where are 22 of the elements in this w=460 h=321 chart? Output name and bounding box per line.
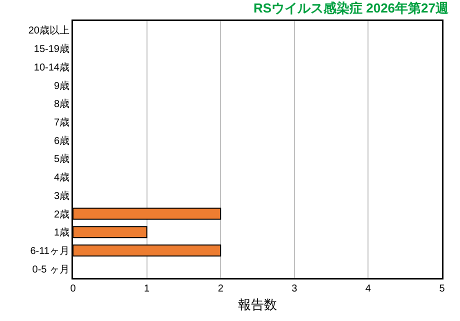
chart-title: RSウイルス感染症 2026年第27週 bbox=[253, 0, 450, 16]
y-tick-label: 6歳 bbox=[54, 134, 70, 147]
y-tick-label: 1歳 bbox=[54, 226, 70, 239]
x-axis-title: 報告数 bbox=[238, 296, 277, 312]
y-tick-label: 4歳 bbox=[54, 172, 70, 184]
y-tick-label: 6-11ヶ月 bbox=[30, 246, 70, 257]
x-tick-label: 1 bbox=[144, 284, 150, 294]
y-tick-label: 10-14歳 bbox=[34, 61, 70, 74]
x-tick-label: 4 bbox=[365, 284, 372, 294]
y-tick-label: 5歳 bbox=[54, 153, 70, 166]
y-tick-label: 15-19歳 bbox=[34, 43, 70, 56]
x-tick-label: 0 bbox=[70, 284, 76, 294]
y-tick-label: 7歳 bbox=[54, 116, 70, 128]
y-tick-label: 3歳 bbox=[54, 190, 70, 202]
x-tick-label: 3 bbox=[292, 284, 298, 294]
x-tick-label: 5 bbox=[439, 284, 446, 294]
x-tick-label: 2 bbox=[218, 284, 224, 294]
y-tick-label: 2歳 bbox=[54, 208, 70, 220]
y-tick-label: 20歳以上 bbox=[28, 24, 70, 37]
y-tick-label: 8歳 bbox=[54, 98, 70, 110]
y-tick-label: 0-5 ヶ月 bbox=[32, 264, 70, 276]
y-tick-label: 9歳 bbox=[54, 80, 70, 92]
